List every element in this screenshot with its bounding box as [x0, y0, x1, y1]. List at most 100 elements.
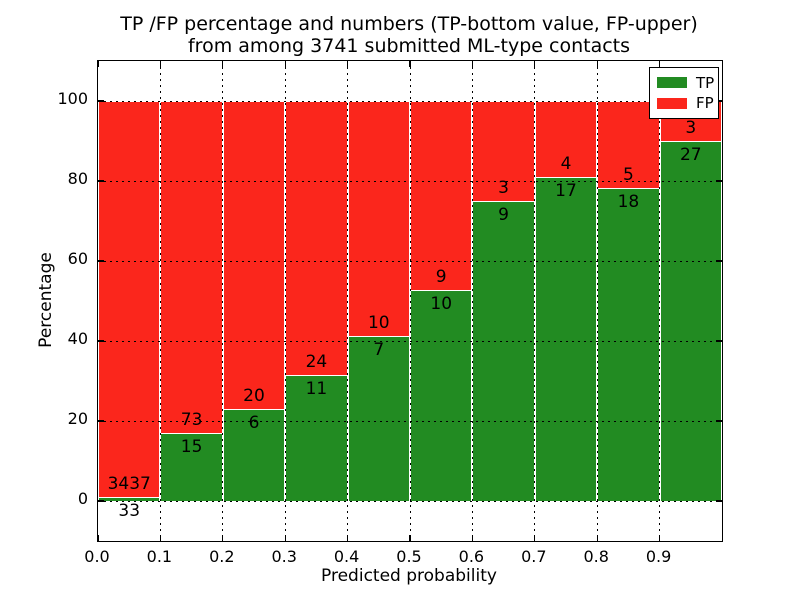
bar-label-tp: 10 — [430, 294, 453, 315]
x-tick-label: 0.4 — [333, 547, 360, 566]
legend-entry-fp: FP — [650, 95, 718, 111]
y-tick-mark-right — [716, 260, 722, 262]
x-tick-mark-top — [159, 61, 161, 67]
bar-label-fp: 3 — [498, 178, 509, 198]
bar-segment-fp — [98, 101, 161, 498]
x-tick-mark-top — [222, 61, 224, 67]
bar-segment-fp — [160, 101, 223, 433]
y-tick-label: 40 — [67, 329, 88, 348]
x-tick-label: 0.1 — [146, 547, 173, 566]
bar-label-fp: 3437 — [107, 474, 151, 495]
gridline-vertical — [534, 61, 536, 541]
y-tick-mark — [98, 260, 104, 262]
x-tick-mark-top — [534, 61, 536, 67]
chart-title-line2: from among 3741 submitted ML-type contac… — [187, 35, 631, 57]
bar-label-fp: 20 — [243, 385, 265, 406]
x-tick-mark — [159, 535, 161, 541]
bar-segment-fp — [222, 101, 286, 409]
x-tick-mark — [222, 535, 224, 541]
bar-label-fp: 24 — [305, 352, 328, 373]
y-tick-label: 20 — [67, 409, 88, 428]
x-tick-mark — [471, 535, 473, 541]
bar-segment-tp — [597, 187, 660, 501]
bar-segment-tp — [222, 408, 286, 501]
x-tick-label: 0.2 — [209, 547, 235, 566]
y-tick-label: 100 — [57, 89, 88, 108]
bar-label-fp: 9 — [435, 267, 447, 288]
bar-label-tp: 33 — [118, 501, 141, 522]
x-tick-mark-top — [347, 61, 349, 67]
bar-segment-tp — [160, 432, 223, 501]
x-tick-mark — [347, 535, 349, 541]
y-tick-label: 80 — [67, 169, 88, 188]
gridline-vertical — [347, 61, 349, 541]
x-tick-mark-top — [596, 61, 598, 67]
y-tick-mark-right — [716, 340, 722, 342]
x-tick-mark — [284, 535, 286, 541]
y-tick-label: 0 — [77, 489, 88, 508]
legend: TP FP — [649, 67, 719, 119]
x-tick-mark — [534, 535, 536, 541]
x-tick-mark — [596, 535, 598, 541]
y-tick-mark-right — [716, 180, 722, 182]
bar-label-fp: 73 — [180, 409, 203, 430]
x-tick-label: 0.9 — [645, 547, 672, 566]
x-tick-mark-top — [659, 61, 661, 67]
x-tick-label: 0.7 — [521, 547, 547, 566]
x-tick-label: 0.8 — [583, 547, 609, 566]
y-tick-label: 60 — [67, 249, 88, 268]
bar-segment-tp — [410, 290, 473, 501]
y-tick-mark-right — [716, 500, 722, 502]
fp-color-swatch — [657, 97, 687, 109]
y-tick-mark — [98, 500, 104, 502]
y-tick-mark — [98, 180, 104, 182]
x-tick-label: 0.0 — [84, 547, 110, 566]
gridline-vertical — [284, 61, 286, 541]
bar-segment-fp — [410, 101, 473, 291]
gridline-vertical — [222, 61, 224, 541]
legend-entry-tp: TP — [650, 75, 718, 91]
bar-segment-tp — [659, 141, 722, 501]
bar-label-fp: 3 — [685, 118, 697, 138]
x-tick-mark-top — [284, 61, 286, 67]
x-tick-mark-top — [97, 61, 99, 67]
bar-segment-fp — [347, 101, 410, 337]
x-axis-label: Predicted probability — [321, 566, 497, 586]
bar-label-tp: 15 — [180, 436, 203, 457]
y-tick-mark — [98, 100, 104, 102]
bar-label-tp: 27 — [679, 145, 702, 165]
gridline-vertical — [159, 61, 161, 541]
bar-segment-tp — [534, 177, 598, 501]
gridline-vertical — [596, 61, 598, 541]
legend-label-tp: TP — [696, 73, 715, 92]
x-tick-mark — [659, 535, 661, 541]
y-tick-mark — [98, 340, 104, 342]
bar-segment-tp — [98, 497, 161, 501]
bar-label-tp: 6 — [248, 412, 260, 433]
chart-title-line1: TP /FP percentage and numbers (TP-bottom… — [120, 13, 698, 35]
bar-segment-fp — [472, 101, 535, 201]
y-tick-mark-right — [716, 100, 722, 102]
bar-label-tp: 7 — [373, 340, 385, 361]
bar-label-fp: 10 — [367, 313, 390, 334]
x-tick-mark-top — [471, 61, 473, 67]
y-tick-mark-right — [716, 420, 722, 422]
bar-label-fp: 4 — [560, 154, 572, 175]
y-tick-mark — [98, 420, 104, 422]
bar-label-tp: 11 — [305, 379, 328, 400]
bar-segment-fp — [285, 101, 348, 376]
bar-segment-tp — [472, 201, 535, 501]
legend-label-fp: FP — [696, 94, 714, 113]
bar-label-tp: 17 — [555, 181, 577, 202]
plot-area: TP FP 3437 33 73 15 20 6 24 11 10 7 9 10 3 9 4 17 5 18 3 27 — [97, 60, 723, 542]
bar-label-tp: 9 — [498, 205, 509, 225]
gridline-vertical — [659, 61, 661, 541]
bar-segment-fp — [534, 101, 598, 178]
gridline-vertical — [409, 61, 411, 541]
x-tick-label: 0.5 — [396, 547, 422, 566]
x-tick-label: 0.6 — [458, 547, 485, 566]
bar-segment-tp — [347, 336, 410, 501]
chart-title: TP /FP percentage and numbers (TP-bottom… — [97, 13, 721, 57]
bar-segment-tp — [285, 375, 348, 501]
